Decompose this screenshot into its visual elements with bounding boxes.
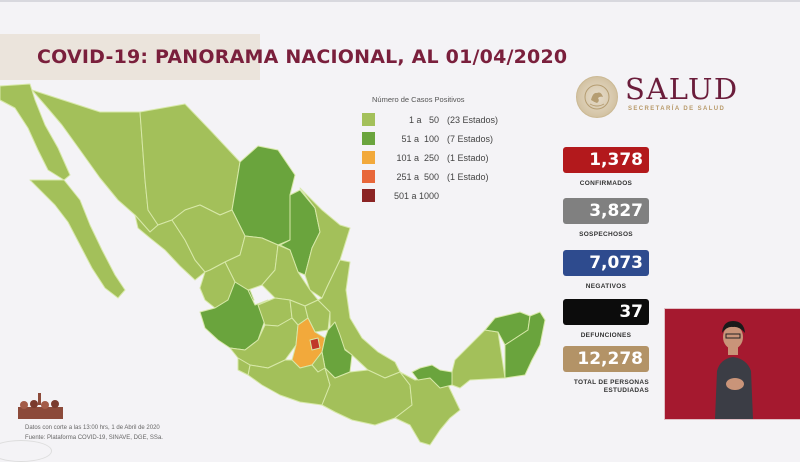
legend-range: 251 a 500 <box>396 171 439 182</box>
legend-row: 501 a 1000 <box>362 186 522 205</box>
stat-defunciones: 37 DEFUNCIONES <box>563 299 649 340</box>
state-chihuahua <box>139 103 241 226</box>
legend-range: 101 a 250 <box>396 152 439 163</box>
state-baja-california-sur <box>29 179 126 299</box>
legend-row: 101 a 250 (1 Estado) <box>362 148 522 167</box>
stat-confirmados: 1,378 CONFIRMADOS <box>563 147 649 188</box>
salud-logo: SALUD SECRETARÍA DE SALUD <box>576 72 776 118</box>
stat-total-estudiadas: 12,278 TOTAL DE PERSONAS ESTUDIADAS <box>563 346 649 395</box>
legend-row: 1 a 50 (23 Estados) <box>362 110 522 129</box>
map-legend: Número de Casos Positivos 1 a 50 (23 Est… <box>362 95 522 205</box>
coat-of-arms-seal-icon <box>576 76 618 118</box>
legend-swatch-501-1000 <box>362 189 375 202</box>
stat-label: NEGATIVOS <box>585 283 627 290</box>
legend-row: 51 a 100 (7 Estados) <box>362 129 522 148</box>
state-cdmx <box>309 337 321 351</box>
decorative-shape <box>0 440 52 462</box>
stat-label: TOTAL DE PERSONAS ESTUDIADAS <box>573 379 649 394</box>
stat-value-box: 37 <box>563 299 649 325</box>
legend-swatch-251-500 <box>362 170 375 183</box>
brand-subtitle: SECRETARÍA DE SALUD <box>628 106 726 112</box>
legend-swatch-1-50 <box>362 113 375 126</box>
stat-value-box: 1,378 <box>563 147 649 173</box>
stat-value-box: 7,073 <box>563 250 649 276</box>
footer-line-source: Fuente: Plataforma COVID-19, SINAVE, DGE… <box>25 435 163 441</box>
legend-row: 251 a 500 (1 Estado) <box>362 167 522 186</box>
legend-swatch-51-100 <box>362 132 375 145</box>
state-colima <box>237 357 251 376</box>
top-border <box>0 0 800 2</box>
sign-language-interpreter-video <box>664 308 800 420</box>
mexico-map <box>0 83 546 446</box>
legend-range: 1 a 50 <box>408 114 439 125</box>
stat-value-box: 3,827 <box>563 198 649 224</box>
legend-title: Número de Casos Positivos <box>372 95 465 104</box>
legend-count: (23 Estados) <box>447 114 499 125</box>
brand-name: SALUD <box>625 72 739 106</box>
stat-value-box: 12,278 <box>563 346 649 372</box>
historical-figures-illustration-icon <box>18 393 63 419</box>
footer-line-cutoff: Datos con corte a las 13:00 hrs, 1 de Ab… <box>25 425 160 431</box>
stat-label: CONFIRMADOS <box>579 180 633 187</box>
title-band <box>0 34 260 80</box>
legend-range: 51 a 100 <box>401 133 439 144</box>
stat-negativos: 7,073 NEGATIVOS <box>563 250 649 291</box>
stat-sospechosos: 3,827 SOSPECHOSOS <box>563 198 649 239</box>
legend-count: (1 Estado) <box>447 171 489 182</box>
legend-count: (1 Estado) <box>447 152 489 163</box>
state-quintana-roo <box>504 311 546 379</box>
stat-label: SOSPECHOSOS <box>579 231 633 238</box>
footer-source: Datos con corte a las 13:00 hrs, 1 de Ab… <box>25 423 163 443</box>
legend-swatch-101-250 <box>362 151 375 164</box>
state-campeche <box>451 329 506 389</box>
legend-range: 501 a 1000 <box>393 190 439 201</box>
legend-count: (7 Estados) <box>447 133 494 144</box>
interpreter-person-icon <box>665 309 800 419</box>
stat-label: DEFUNCIONES <box>580 332 632 339</box>
page-title: COVID-19: PANORAMA NACIONAL, AL 01/04/20… <box>37 46 568 68</box>
